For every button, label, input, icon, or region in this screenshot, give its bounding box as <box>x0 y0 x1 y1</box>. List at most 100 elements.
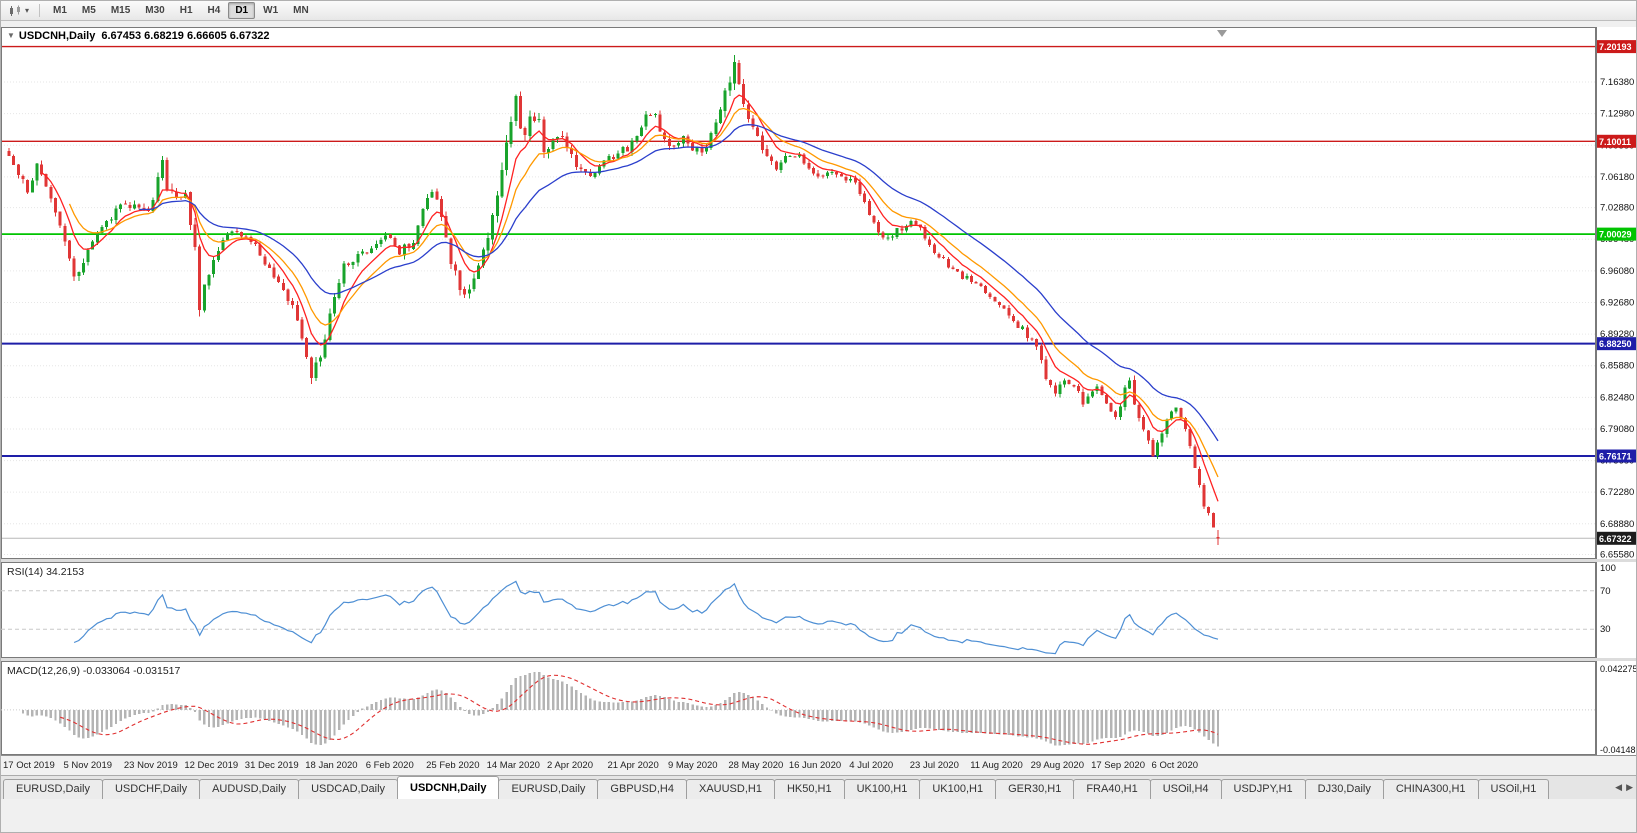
timeframe-button-m15[interactable]: M15 <box>110 5 131 16</box>
chart-tab-usdcad-daily[interactable]: USDCAD,Daily <box>298 779 399 799</box>
moving-average-lines <box>41 94 1219 502</box>
svg-text:7.10011: 7.10011 <box>1599 137 1631 147</box>
time-axis-label: 12 Dec 2019 <box>184 760 239 771</box>
timeframe-button-m5[interactable]: M5 <box>81 5 96 16</box>
time-axis-label: 23 Nov 2019 <box>123 760 178 771</box>
svg-text:6.79080: 6.79080 <box>1600 424 1634 435</box>
bottom-strip <box>1 799 1636 832</box>
horizontal-level-lines <box>1 45 1596 457</box>
svg-text:6.67322: 6.67322 <box>1599 534 1632 544</box>
price-badge: 7.00029 <box>1597 227 1636 241</box>
svg-text:-0.04148: -0.04148 <box>1600 745 1636 755</box>
timeframe-button-h4[interactable]: H4 <box>207 5 221 16</box>
time-axis-label: 17 Oct 2019 <box>3 760 55 771</box>
time-axis-label: 17 Sep 2020 <box>1091 760 1145 771</box>
time-axis-label: 21 Apr 2020 <box>607 760 659 771</box>
rsi-line <box>73 580 1219 655</box>
price-badge: 6.88250 <box>1597 337 1636 351</box>
price-badge: 6.76171 <box>1597 449 1636 463</box>
chevron-down-icon: ▾ <box>25 6 30 15</box>
tab-scroll-right-button[interactable]: ▶ <box>1626 782 1633 792</box>
svg-text:7.02880: 7.02880 <box>1600 203 1634 214</box>
time-axis-label: 14 Mar 2020 <box>486 760 540 771</box>
chart-tab-gbpusd-h4[interactable]: GBPUSD,H4 <box>597 779 687 799</box>
time-axis-label: 6 Feb 2020 <box>365 760 414 771</box>
svg-text:7.12980: 7.12980 <box>1600 109 1634 120</box>
chart-tab-ger30-h1[interactable]: GER30,H1 <box>995 779 1075 799</box>
chart-tab-xauusd-h1[interactable]: XAUUSD,H1 <box>685 779 775 799</box>
chart-tab-audusd-daily[interactable]: AUDUSD,Daily <box>199 779 300 799</box>
price-grid: 7.163807.129807.095807.061807.028806.994… <box>1 77 1634 560</box>
collapse-chart-icon[interactable]: ▼ <box>7 31 15 40</box>
time-axis-label: 11 Aug 2020 <box>970 760 1023 771</box>
candlestick-chart-icon <box>10 5 20 16</box>
timeframe-toolbar: ▾ M1 M5 M15 M30 H1 H4 D1 W1 MN <box>1 1 1636 21</box>
svg-text:7.16380: 7.16380 <box>1600 77 1634 88</box>
time-axis-label: 4 Jul 2020 <box>849 760 894 771</box>
svg-text:6.68880: 6.68880 <box>1600 519 1634 530</box>
chart-tab-bar: EURUSD,Daily USDCHF,Daily AUDUSD,Daily USDC… <box>1 775 1636 799</box>
chart-tab-usoil-h4[interactable]: USOil,H4 <box>1149 779 1222 799</box>
price-badge: 7.10011 <box>1597 134 1636 148</box>
chart-title: ▼ USDCNH,Daily 6.67453 6.68219 6.66605 6.6… <box>7 30 270 42</box>
chart-ohlc-values: 6.67453 6.68219 6.66605 6.67322 <box>101 30 270 42</box>
time-axis-label: 6 Oct 2020 <box>1151 760 1199 771</box>
chart-canvas[interactable]: 7.163807.129807.095807.061807.028806.994… <box>1 21 1637 755</box>
timeframe-button-m1[interactable]: M1 <box>53 5 67 16</box>
chart-tab-uk100-h1[interactable]: UK100,H1 <box>919 779 997 799</box>
time-axis-label: 18 Jan 2020 <box>305 760 358 771</box>
time-axis[interactable]: 17 Oct 2019 5 Nov 2019 23 Nov 2019 12 Dec 2… <box>1 755 1636 775</box>
time-axis-label: 5 Nov 2019 <box>63 760 113 771</box>
timeframe-button-w1[interactable]: W1 <box>263 5 279 16</box>
time-axis-label: 25 Feb 2020 <box>426 760 480 771</box>
svg-text:7.00029: 7.00029 <box>1599 230 1632 240</box>
panel-splitter-rsi[interactable] <box>1 559 1636 562</box>
time-axis-label: 16 Jun 2020 <box>788 760 842 771</box>
time-axis-label: 28 May 2020 <box>728 760 784 771</box>
chart-area: 7.163807.129807.095807.061807.028806.994… <box>1 21 1637 755</box>
toolbar-separator <box>39 4 41 17</box>
chart-tab-usdchf-daily[interactable]: USDCHF,Daily <box>101 779 201 799</box>
candles <box>7 55 1220 545</box>
chart-tab-eurusd-daily[interactable]: EURUSD,Daily <box>3 779 103 799</box>
time-axis-label: 9 May 2020 <box>667 760 718 771</box>
chart-tab-dj30-daily[interactable]: DJ30,Daily <box>1304 779 1384 799</box>
panel-splitter-macd[interactable] <box>1 658 1636 661</box>
chart-type-button[interactable]: ▾ <box>5 3 33 19</box>
tab-scroll-left-button[interactable]: ◀ <box>1615 782 1623 792</box>
chart-symbol-period: USDCNH,Daily <box>18 30 96 42</box>
svg-text:0.042275: 0.042275 <box>1600 664 1637 674</box>
chart-tab-hk50-h1[interactable]: HK50,H1 <box>773 779 845 799</box>
time-axis-label: 31 Dec 2019 <box>244 760 299 771</box>
svg-text:70: 70 <box>1600 586 1611 597</box>
price-badge: 6.67322 <box>1597 531 1636 545</box>
time-axis-label: 2 Apr 2020 <box>547 760 594 771</box>
chart-tab-usoil-h1[interactable]: USOil,H1 <box>1477 779 1550 799</box>
timeframe-buttons: M1 M5 M15 M30 H1 H4 D1 W1 MN <box>46 2 316 19</box>
chart-tab-usdcnh-daily[interactable]: USDCNH,Daily <box>397 776 500 799</box>
tab-scroll-controls: ◀ ▶ <box>1609 782 1636 799</box>
svg-text:6.92680: 6.92680 <box>1600 297 1634 308</box>
time-axis-label: 29 Aug 2020 <box>1030 760 1084 771</box>
chart-tab-china300-h1[interactable]: CHINA300,H1 <box>1382 779 1479 799</box>
timeframe-button-mn[interactable]: MN <box>293 5 309 16</box>
svg-text:6.88250: 6.88250 <box>1599 339 1632 349</box>
svg-text:30: 30 <box>1600 624 1611 635</box>
timeframe-button-d1[interactable]: D1 <box>228 2 256 19</box>
chart-tab-fra40-h1[interactable]: FRA40,H1 <box>1073 779 1151 799</box>
svg-text:6.96080: 6.96080 <box>1600 266 1634 277</box>
chart-shift-marker <box>1217 30 1227 37</box>
svg-text:6.65580: 6.65580 <box>1600 549 1634 560</box>
chart-tab-uk100-h1[interactable]: UK100,H1 <box>843 779 921 799</box>
timeframe-button-h1[interactable]: H1 <box>179 5 193 16</box>
svg-text:6.89280: 6.89280 <box>1600 329 1634 340</box>
chart-tab-eurusd-daily[interactable]: EURUSD,Daily <box>498 779 599 799</box>
timeframe-button-m30[interactable]: M30 <box>145 5 165 16</box>
macd-panel: 0.042275 -0.04148 <box>1 661 1637 755</box>
rsi-panel: 100 70 30 <box>1 562 1616 658</box>
svg-text:6.82480: 6.82480 <box>1600 392 1634 403</box>
svg-text:6.72280: 6.72280 <box>1600 487 1634 498</box>
chart-tab-usdjpy-h1[interactable]: USDJPY,H1 <box>1220 779 1306 799</box>
svg-text:7.06180: 7.06180 <box>1600 172 1634 183</box>
